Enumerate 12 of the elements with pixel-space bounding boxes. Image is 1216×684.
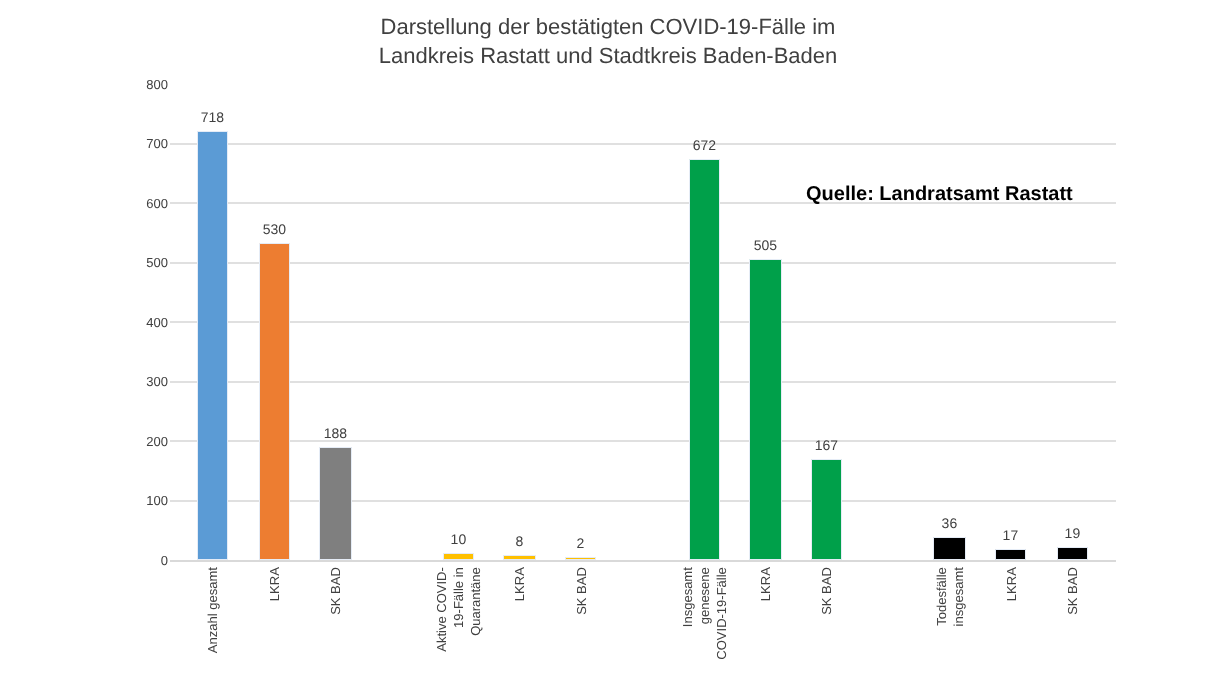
bar [995,549,1026,560]
bar [933,537,966,560]
bar [197,131,228,560]
bar [319,447,352,560]
bar [689,159,720,560]
bar [1057,547,1088,560]
bar [811,459,842,560]
bar [259,243,290,560]
annotation: Quelle: Landratsamt Rastatt [806,184,1075,206]
bar [443,553,474,560]
bar [749,259,782,560]
chart-title: Darstellung der bestätigten COVID-19-Fälle im Landkreis Rastatt und Stadtkreis Baden-Baden [378,16,838,69]
